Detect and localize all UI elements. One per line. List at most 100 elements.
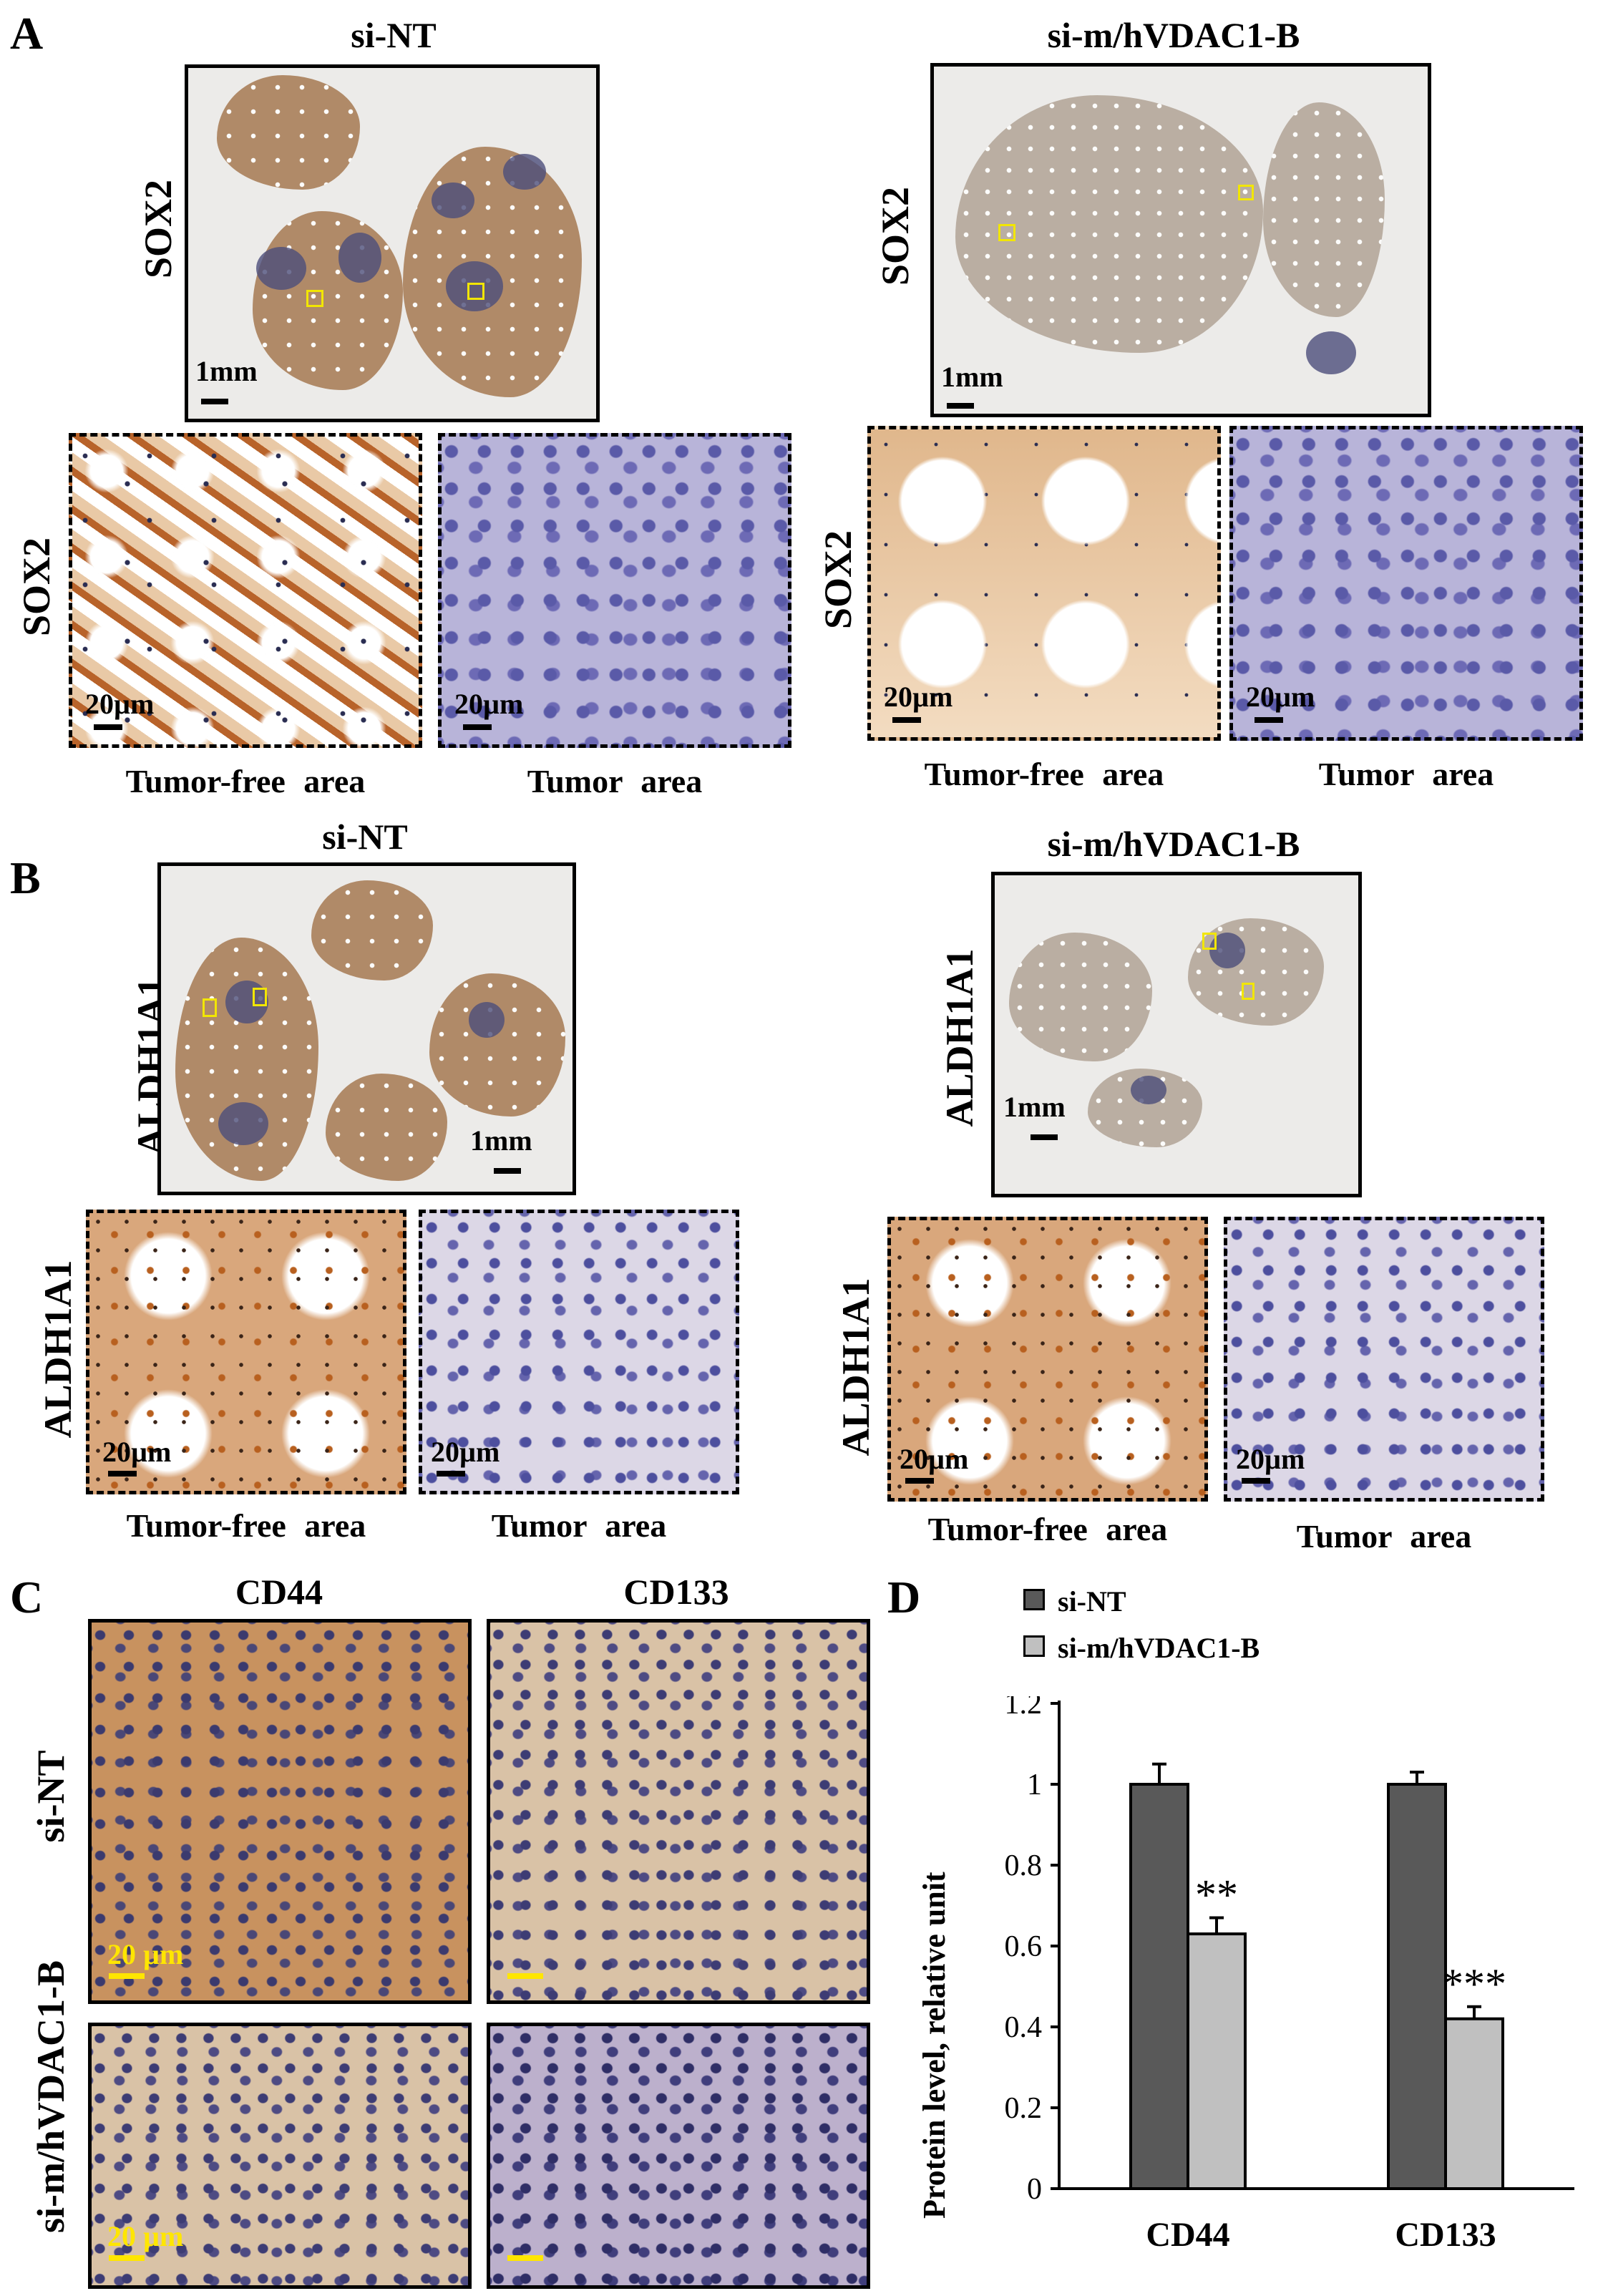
panel-a-right-tumor-free-image: 20µm [867, 426, 1221, 741]
scale-bar [463, 724, 492, 730]
zoom-region-marker [467, 283, 484, 300]
bar-cd44-sint [1129, 1783, 1189, 2190]
scale-label: 20 µm [107, 2220, 184, 2252]
panel-d-bar-chart: 0 0.2 0.4 0.6 0.8 1 1.2 ** CD44 *** CD133 [1005, 1696, 1574, 2254]
legend-swatch-sivdac [1023, 1635, 1045, 1657]
y-tick-label: 0.4 [1005, 2011, 1043, 2044]
panel-a-right-tumor-image: 20µm [1229, 426, 1583, 741]
legend-label-sint: si-NT [1058, 1585, 1126, 1618]
panel-b-left-tumor-free-image: 20µm [86, 1210, 406, 1494]
significance-annotation: *** [1442, 1960, 1506, 2008]
x-category-label: CD44 [1146, 2216, 1229, 2254]
panel-c-sivdac-cd44-image: 20 µm [88, 2023, 472, 2289]
zoom-region-marker [253, 988, 267, 1006]
panel-a-right-title: si-m/hVDAC1-B [1047, 15, 1300, 55]
scale-bar [1254, 717, 1283, 723]
legend-swatch-sint [1023, 1589, 1045, 1610]
scale-label: 20µm [102, 1436, 172, 1468]
panel-a-left-overview-marker: SOX2 [137, 179, 180, 279]
zoom-region-marker [306, 290, 323, 307]
scale-bar [108, 1471, 137, 1477]
panel-a-right-overview-marker: SOX2 [874, 186, 917, 286]
panel-b-right-caption-free: Tumor-free area [927, 1511, 1168, 1547]
scale-bar [494, 1168, 521, 1174]
panel-c-sivdac-cd133-image [487, 2023, 870, 2289]
panel-d-letter: D [887, 1572, 921, 1623]
scale-label: 20µm [884, 681, 953, 713]
panel-b-right-highmag-marker: ALDH1A1 [834, 1278, 877, 1456]
scale-label: 1mm [1003, 1091, 1066, 1123]
bar-cd133-sivdac [1444, 2017, 1504, 2191]
scale-bar [109, 2255, 145, 2261]
scale-bar [892, 717, 921, 723]
bar-cd133-sint [1387, 1783, 1447, 2190]
scale-label: 20µm [431, 1436, 500, 1468]
scale-bar [201, 399, 228, 404]
panel-b-right-title: si-m/hVDAC1-B [1047, 824, 1300, 864]
panel-c-row1-label: si-NT [29, 1750, 72, 1843]
panel-a-left-tumor-image: 20µm [438, 433, 791, 748]
zoom-region-marker [998, 224, 1015, 241]
panel-b-left-highmag-marker: ALDH1A1 [36, 1260, 79, 1439]
panel-c-sint-cd133-image [487, 1619, 870, 2004]
panel-a-left-caption-tumor: Tumor area [527, 763, 703, 799]
panel-b-right-overview-marker: ALDH1A1 [938, 948, 981, 1127]
panel-b-right-overview-image: 1mm [991, 872, 1362, 1197]
scale-label: 20µm [454, 688, 524, 720]
scale-bar [437, 1471, 465, 1477]
panel-a-left-tumor-free-image: 20µm [69, 433, 422, 748]
panel-a-right-highmag-marker: SOX2 [817, 530, 859, 630]
scale-bar [94, 724, 122, 730]
panel-a-letter: A [10, 8, 44, 59]
panel-a-right-caption-free: Tumor-free area [924, 756, 1164, 792]
zoom-region-marker [1238, 185, 1254, 200]
scale-label: 20µm [1246, 681, 1315, 713]
panel-a-left-highmag-marker: SOX2 [15, 537, 58, 637]
panel-b-left-tumor-image: 20µm [419, 1210, 739, 1494]
panel-a-right-overview-image: 1mm [930, 63, 1431, 417]
scale-label: 1mm [195, 355, 258, 387]
zoom-region-marker [1202, 933, 1217, 950]
panel-b-right-tumor-image: 20µm [1224, 1217, 1544, 1502]
panel-a-left-title: si-NT [351, 15, 437, 55]
zoom-region-marker [203, 998, 217, 1017]
panel-b-right-tumor-free-image: 20µm [887, 1217, 1208, 1502]
scale-label: 20µm [900, 1443, 969, 1475]
panel-b-letter: B [10, 852, 41, 903]
panel-b-left-caption-tumor: Tumor area [491, 1507, 667, 1544]
panel-c-col1-title: CD44 [235, 1572, 323, 1612]
y-axis-label: Protein level, relative unit [917, 1872, 952, 2219]
panel-a-left-overview-image: 1mm [185, 64, 600, 422]
scale-label: 20 µm [107, 1938, 184, 1970]
significance-annotation: ** [1195, 1871, 1238, 1918]
scale-label: 20µm [1236, 1443, 1305, 1475]
scale-bar [1242, 1478, 1270, 1484]
scale-bar [947, 403, 974, 409]
panel-b-right-caption-tumor: Tumor area [1296, 1518, 1472, 1555]
zoom-region-marker [1242, 983, 1254, 1000]
scale-bar [1031, 1134, 1058, 1140]
panel-b-left-title: si-NT [322, 817, 408, 857]
panel-a-left-caption-free: Tumor-free area [125, 763, 366, 799]
scale-bar [507, 1973, 543, 1979]
scale-bar [507, 2255, 543, 2261]
panel-c-col2-title: CD133 [623, 1572, 729, 1612]
scale-bar [109, 1973, 145, 1979]
panel-b-left-overview-image: 1mm [157, 862, 576, 1195]
bar-cd44-sivdac [1187, 1932, 1247, 2190]
y-tick-label: 0 [1027, 2173, 1042, 2206]
y-tick-label: 1 [1027, 1769, 1042, 1801]
scale-label: 1mm [470, 1124, 532, 1157]
panel-c-row2-label: si-m/hVDAC1-B [29, 1960, 72, 2233]
panel-c-sint-cd44-image: 20 µm [88, 1619, 472, 2004]
y-tick-label: 0.2 [1005, 2092, 1043, 2125]
panel-c-letter: C [10, 1572, 44, 1623]
scale-bar [905, 1478, 934, 1484]
panel-a-right-caption-tumor: Tumor area [1318, 756, 1494, 792]
y-tick-label: 1.2 [1005, 1696, 1043, 1721]
x-category-label: CD133 [1395, 2216, 1496, 2254]
y-tick-label: 0.8 [1005, 1849, 1043, 1882]
panel-b-left-caption-free: Tumor-free area [126, 1507, 366, 1544]
scale-label: 1mm [941, 361, 1003, 393]
scale-label: 20µm [85, 688, 155, 720]
